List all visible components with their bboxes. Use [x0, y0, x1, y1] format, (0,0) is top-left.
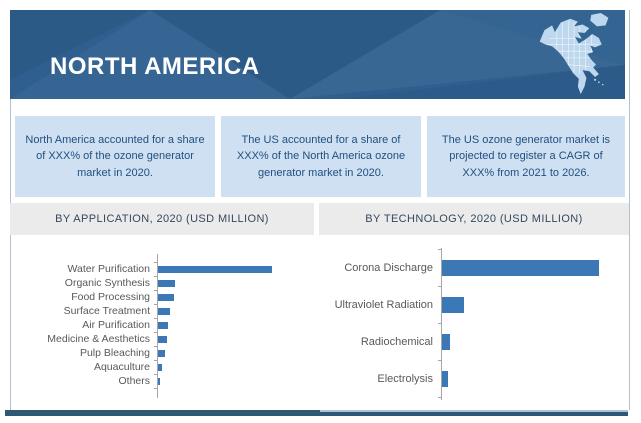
bar [158, 363, 162, 371]
bar-row: Water Purification [10, 262, 314, 276]
category-label: Pulp Bleaching [79, 347, 150, 359]
bar-row: Medicine & Aesthetics [10, 332, 314, 346]
by-technology-chart: Corona Discharge Ultraviolet Radiation Rad… [319, 246, 630, 404]
bar-row: Organic Synthesis [10, 276, 314, 290]
category-label: Organic Synthesis [64, 277, 150, 289]
bar [158, 265, 272, 273]
category-label: Medicine & Aesthetics [47, 333, 150, 345]
category-label: Aquaculture [93, 361, 150, 373]
axis-tick [438, 286, 441, 287]
axis-tick [154, 360, 157, 361]
axis-tick [438, 323, 441, 324]
highlight-box-text: The US ozone generator market is project… [441, 133, 611, 179]
bar-row: Corona Discharge [319, 249, 630, 286]
page-title: NORTH AMERICA [50, 53, 260, 80]
category-label: Ultraviolet Radiation [334, 298, 433, 311]
chart-plot: Water Purification Organic Synthesis Food … [10, 262, 314, 388]
bar-row: Air Purification [10, 318, 314, 332]
header-facet-pattern [10, 10, 625, 99]
bar [442, 333, 450, 350]
bar [442, 296, 464, 313]
category-axis [157, 254, 158, 398]
north-america-map-icon [531, 13, 619, 97]
category-label: Electrolysis [377, 372, 433, 385]
bar [442, 370, 448, 387]
category-label: Water Purification [67, 263, 150, 275]
bar-row: Pulp Bleaching [10, 346, 314, 360]
axis-tick [154, 374, 157, 375]
bar [158, 307, 170, 315]
axis-tick [154, 318, 157, 319]
by-application-chart: Water Purification Organic Synthesis Food … [10, 246, 314, 404]
bar [158, 335, 167, 343]
axis-tick [154, 276, 157, 277]
bottom-accent-bar-highlight [320, 410, 628, 412]
category-label: Corona Discharge [344, 261, 433, 274]
category-label: Food Processing [71, 291, 150, 303]
category-label: Others [118, 375, 150, 387]
bar [158, 377, 160, 385]
highlight-box-text: The US accounted for a share of XXX% of … [236, 133, 406, 179]
bar-row: Aquaculture [10, 360, 314, 374]
axis-tick [154, 262, 157, 263]
bar-row: Radiochemical [319, 323, 630, 360]
axis-tick [154, 346, 157, 347]
bar [158, 279, 175, 287]
bar-row: Ultraviolet Radiation [319, 286, 630, 323]
bar-row: Others [10, 374, 314, 388]
axis-tick [438, 397, 441, 398]
axis-tick [154, 304, 157, 305]
bar [158, 349, 165, 357]
bar-row: Food Processing [10, 290, 314, 304]
axis-tick [438, 249, 441, 250]
highlight-box-text: North America accounted for a share of X… [25, 133, 205, 179]
chart-header-by-technology: BY TECHNOLOGY, 2020 (USD MILLION) [319, 203, 629, 235]
axis-tick [438, 360, 441, 361]
highlight-box-us-cagr: The US ozone generator market is project… [427, 116, 625, 197]
chart-header-by-application: BY APPLICATION, 2020 (USD MILLION) [10, 203, 314, 235]
bar [158, 321, 168, 329]
bottom-accent-bar [5, 410, 628, 416]
chart-plot: Corona Discharge Ultraviolet Radiation Rad… [319, 249, 630, 397]
category-label: Air Purification [82, 319, 150, 331]
axis-tick [154, 290, 157, 291]
highlight-box-north-america-share: North America accounted for a share of X… [15, 116, 215, 197]
category-axis [441, 248, 442, 400]
bar-row: Surface Treatment [10, 304, 314, 318]
bar [442, 259, 599, 276]
bar-row: Electrolysis [319, 360, 630, 397]
bar [158, 293, 174, 301]
header-banner: NORTH AMERICA [10, 10, 625, 99]
axis-tick [154, 332, 157, 333]
axis-tick [154, 388, 157, 389]
category-label: Surface Treatment [63, 305, 150, 317]
highlight-box-us-share: The US accounted for a share of XXX% of … [221, 116, 421, 197]
category-label: Radiochemical [360, 335, 433, 348]
